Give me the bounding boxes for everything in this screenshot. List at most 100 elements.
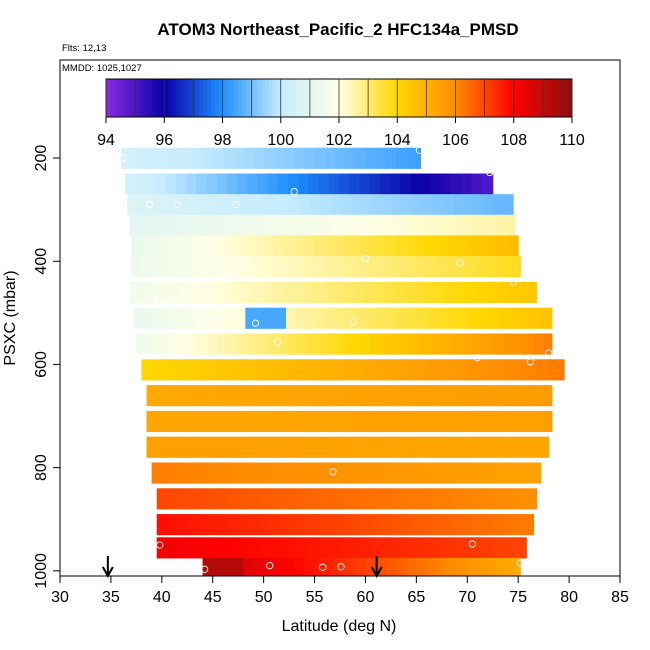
heatmap-cell — [232, 281, 243, 304]
heatmap-cell — [351, 194, 362, 216]
heatmap-cell — [299, 537, 311, 559]
heatmap-cell — [455, 214, 466, 236]
heatmap-cell — [263, 235, 275, 257]
colorbar-segment — [218, 79, 223, 117]
heatmap-cell — [483, 194, 495, 216]
heatmap-cell — [508, 462, 519, 484]
heatmap-cell — [238, 385, 249, 407]
heatmap-cell — [248, 514, 260, 536]
colorbar-segment — [234, 79, 239, 117]
heatmap-cell — [374, 281, 386, 304]
heatmap-cell — [425, 281, 437, 304]
heatmap-cell — [255, 307, 267, 329]
heatmap-cell — [350, 385, 361, 407]
heatmap-cell — [170, 281, 182, 304]
heatmap-cell — [365, 235, 377, 257]
colorbar-segment — [241, 79, 247, 117]
sample-point — [190, 309, 199, 317]
heatmap-cell — [161, 147, 173, 169]
heatmap-cell — [477, 359, 489, 381]
sample-point — [545, 349, 553, 357]
heatmap-cell — [212, 235, 224, 257]
heatmap-cell — [141, 256, 153, 278]
heatmap-cell — [258, 514, 270, 536]
colorbar-segment — [164, 79, 169, 117]
heatmap-cell — [273, 462, 285, 484]
heatmap-cell — [278, 436, 290, 458]
heatmap-cell — [319, 488, 331, 510]
heatmap-cell — [513, 537, 524, 559]
heatmap-cell — [533, 410, 545, 433]
heatmap-cell — [323, 281, 335, 304]
heatmap-cell — [497, 557, 509, 576]
heatmap-cell — [324, 359, 336, 381]
heatmap-cell — [233, 256, 244, 278]
heatmap-cell — [228, 488, 239, 510]
heatmap-cell — [217, 385, 229, 407]
heatmap-cell — [411, 333, 423, 355]
heatmap-cell — [304, 359, 316, 381]
heatmap-cell — [538, 359, 550, 381]
heatmap-cell — [207, 488, 219, 510]
y-tick-label: 800 — [33, 454, 50, 481]
heatmap-cell — [401, 488, 412, 510]
heatmap-cell — [360, 410, 372, 433]
sample-point — [329, 468, 337, 476]
heatmap-cell — [275, 307, 287, 329]
heatmap-cell — [146, 410, 158, 433]
colorbar-segment — [447, 79, 453, 117]
heatmap-cell — [166, 488, 178, 510]
heatmap-cell — [217, 436, 229, 458]
heatmap-cell — [533, 436, 545, 458]
heatmap-cell — [548, 359, 560, 381]
heatmap-cell — [156, 333, 168, 355]
heatmap-cell — [492, 537, 504, 559]
x-axis-label: Latitude (deg N) — [282, 618, 397, 635]
colorbar-segment — [335, 79, 340, 117]
heatmap-cell — [370, 514, 382, 536]
colorbar-segment — [117, 79, 123, 117]
heatmap-cell — [298, 173, 310, 195]
heatmap-cell — [161, 462, 173, 484]
heatmap-cell — [197, 385, 209, 407]
sample-point — [468, 540, 477, 548]
heatmap-cell — [442, 194, 454, 216]
heatmap-cell — [299, 514, 311, 536]
axes: 30 35 40 45 50 55 60 65 70 75 80 85 200 400 600 800 1000 — [33, 145, 629, 606]
heatmap-cell — [431, 436, 443, 458]
heatmap-cell — [182, 147, 193, 169]
heatmap-cell — [336, 307, 348, 329]
heatmap-cell — [558, 359, 565, 381]
heatmap-cell — [178, 194, 189, 216]
heatmap-cell — [493, 194, 505, 216]
heatmap-cell — [263, 256, 275, 278]
heatmap-cell — [365, 557, 377, 576]
heatmap-cell — [380, 514, 392, 536]
heatmap-cell — [166, 436, 178, 458]
heatmap-cell — [457, 235, 468, 257]
heatmap-cell — [182, 256, 193, 278]
heatmap-cell — [416, 147, 422, 169]
heatmap-cell — [499, 307, 511, 329]
heatmap-cell — [334, 256, 346, 278]
heatmap-cell — [282, 281, 294, 304]
heatmap-cell — [462, 385, 473, 407]
sample-point — [337, 563, 345, 571]
colorbar-segment — [509, 79, 515, 117]
heatmap-cell — [231, 214, 242, 236]
colorbar-segment — [478, 79, 484, 117]
heatmap-cell — [408, 307, 419, 329]
colorbar-segment — [125, 79, 130, 117]
heatmap-cell — [202, 235, 214, 257]
heatmap-cell — [309, 333, 321, 355]
heatmap-cell — [207, 514, 219, 536]
heatmap-cell — [492, 488, 504, 510]
heatmap-cell — [176, 173, 187, 195]
heatmap-cell — [487, 235, 499, 257]
heatmap-cell — [263, 359, 275, 381]
heatmap-cell — [186, 173, 198, 195]
heatmap-cell — [261, 214, 273, 236]
heatmap-cell — [355, 256, 367, 278]
heatmap-cell — [473, 194, 485, 216]
heatmap-cell — [527, 281, 538, 304]
